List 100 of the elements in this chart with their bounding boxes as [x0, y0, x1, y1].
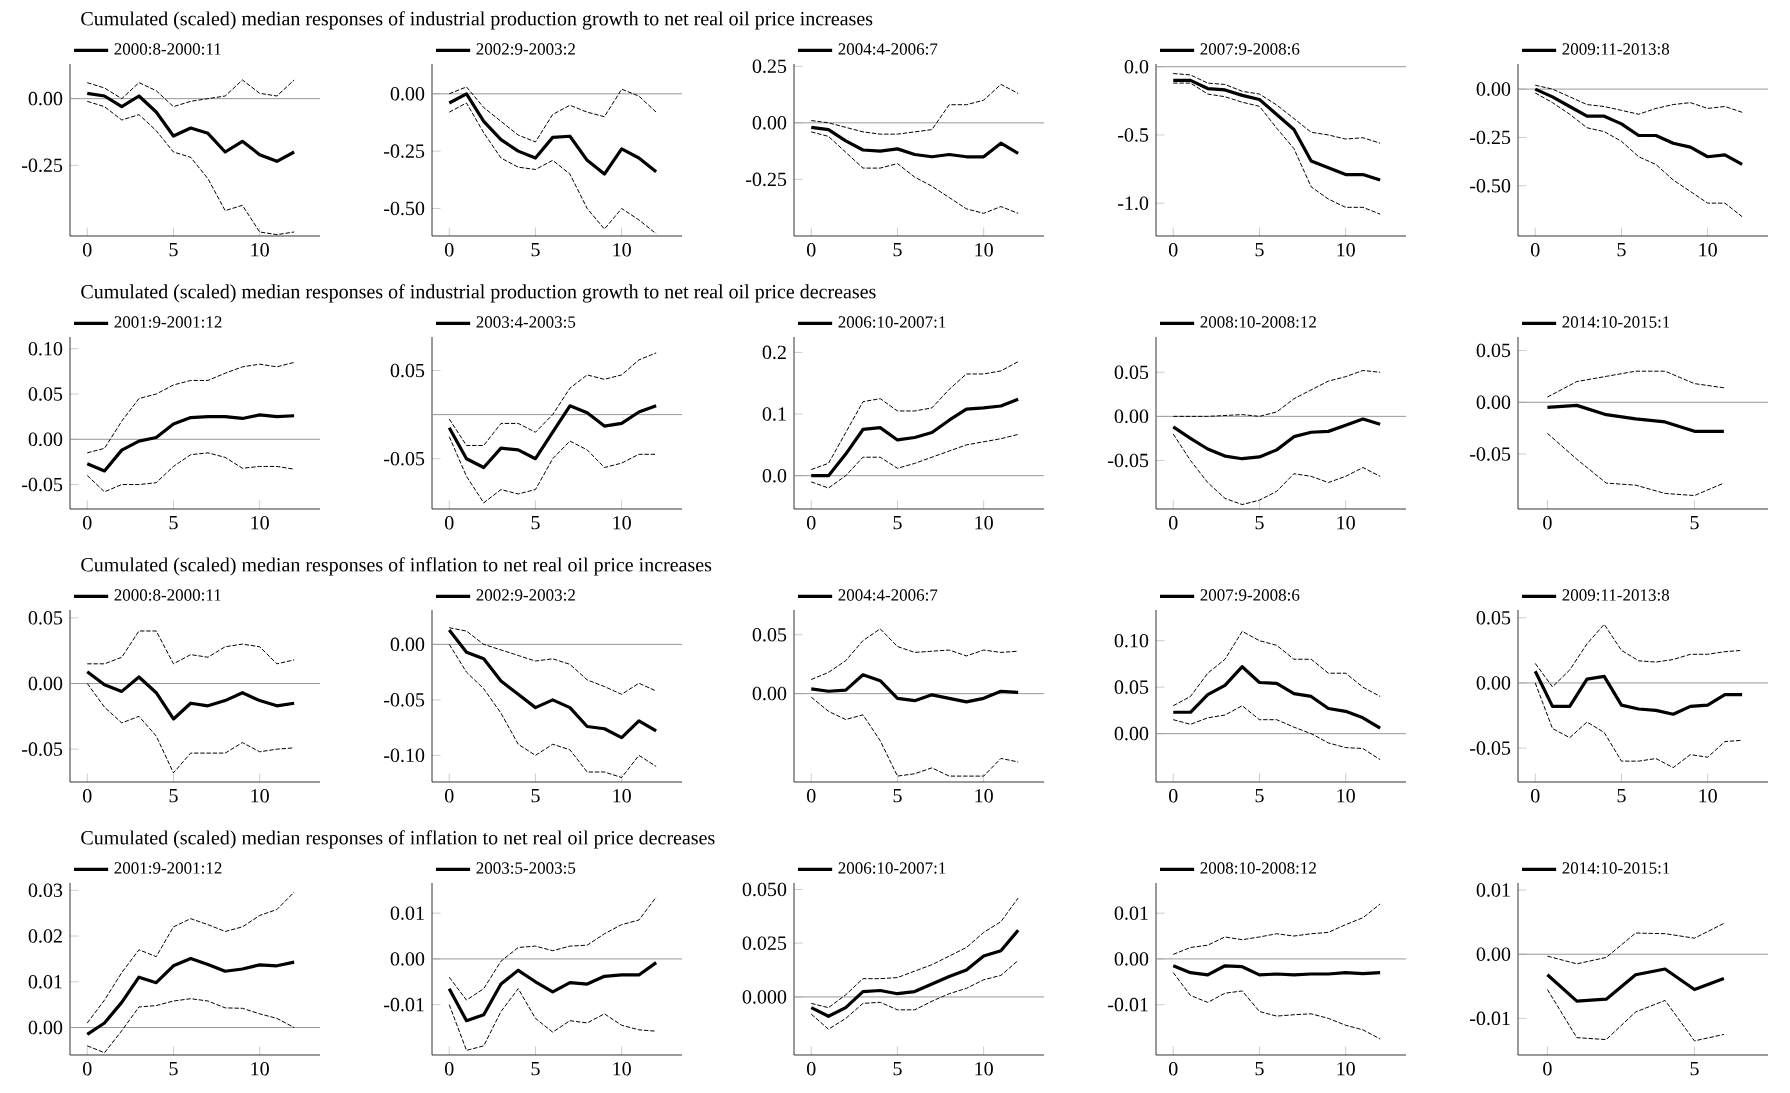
line-series [448, 86, 657, 143]
legend-label: 2009:11-2013:8 [1562, 43, 1670, 55]
y-tick-label: 0.00 [752, 686, 787, 701]
x-tick-label: 0 [445, 789, 454, 803]
legend-label: 2002:9-2003:2 [476, 589, 575, 601]
x-tick-label: 5 [169, 516, 178, 530]
y-tick-label: -0.05 [1470, 741, 1511, 755]
line-series [447, 960, 658, 1023]
y-tick-label: 0.05 [390, 363, 425, 378]
y-tick-label: 0.01 [1114, 906, 1148, 920]
y-tick-label: 0.05 [752, 627, 787, 642]
legend-label: 2009:11-2013:8 [1562, 589, 1670, 601]
y-tick-label: 0.00 [1476, 395, 1511, 410]
legend-label: 2008:10-2008:12 [1200, 862, 1316, 874]
line-series [1534, 92, 1743, 218]
y-tick-label: -0.05 [1108, 453, 1149, 468]
y-tick-label: 0.01 [390, 906, 424, 920]
y-tick-label: 0.05 [1114, 680, 1149, 694]
x-tick-label: 10 [975, 243, 993, 257]
y-tick-label: 0.03 [28, 883, 63, 898]
x-tick-label: 5 [169, 1062, 178, 1076]
line-series [1171, 964, 1382, 977]
line-series [1172, 705, 1381, 761]
y-tick-label: 0.000 [742, 990, 787, 1004]
x-tick-label: 5 [1617, 789, 1626, 803]
x-tick-label: 10 [251, 1062, 269, 1076]
line-series [1534, 623, 1743, 688]
y-tick-label: 0.1 [762, 407, 786, 421]
line-series [1534, 682, 1743, 769]
x-tick-label: 0 [807, 516, 816, 530]
y-tick-label: 0.00 [390, 952, 425, 966]
x-tick-label: 5 [1690, 516, 1699, 530]
x-tick-label: 0 [807, 243, 816, 257]
y-tick-label: -0.25 [746, 172, 787, 187]
line-series [448, 988, 657, 1051]
x-tick-label: 5 [1690, 1062, 1699, 1076]
x-tick-label: 10 [1337, 789, 1355, 803]
line-series [810, 897, 1019, 1009]
x-tick-label: 5 [1255, 516, 1264, 530]
x-tick-label: 10 [1699, 789, 1717, 803]
line-series [809, 397, 1020, 478]
y-tick-label: -0.05 [384, 693, 425, 707]
x-tick-label: 5 [893, 243, 902, 257]
x-tick-label: 5 [169, 789, 178, 803]
legend-label: 2003:5-2003:5 [476, 862, 576, 874]
line-series [1546, 432, 1725, 497]
x-tick-label: 0 [1543, 516, 1552, 530]
x-tick-label: 10 [251, 243, 269, 257]
line-series [1172, 433, 1381, 506]
y-tick-label: -0.01 [1470, 1011, 1510, 1026]
y-tick-label: -0.05 [384, 451, 425, 466]
line-series [448, 643, 657, 779]
y-tick-label: 0.05 [1476, 611, 1511, 625]
legend-label: 2002:9-2003:2 [476, 43, 575, 55]
y-tick-label: 0.00 [1476, 676, 1511, 690]
x-tick-label: 5 [531, 243, 540, 257]
y-tick-label: 0.10 [28, 341, 63, 356]
line-series [810, 959, 1019, 1030]
line-series [448, 352, 657, 446]
y-tick-label: 0.0 [1124, 59, 1149, 74]
x-tick-label: 0 [445, 243, 454, 257]
line-series [86, 452, 295, 493]
x-tick-label: 0 [1169, 789, 1178, 803]
x-tick-label: 10 [613, 1062, 631, 1076]
line-series [86, 891, 295, 1024]
line-series [810, 83, 1019, 135]
y-tick-label: -0.25 [384, 144, 425, 158]
line-series [447, 92, 658, 176]
line-series [85, 670, 296, 721]
y-tick-label: 0.01 [1476, 883, 1510, 897]
y-tick-label: 0.0 [762, 468, 787, 483]
x-tick-label: 5 [893, 789, 902, 803]
y-tick-label: -0.05 [22, 742, 63, 756]
y-tick-label: -0.25 [22, 158, 63, 173]
y-tick-label: 0.050 [742, 882, 787, 897]
y-tick-label: 0.10 [1114, 633, 1149, 648]
x-tick-label: 0 [1169, 1062, 1178, 1076]
x-tick-label: 10 [1337, 1062, 1355, 1076]
y-tick-label: 0.00 [1476, 947, 1511, 962]
x-tick-label: 5 [531, 789, 540, 803]
x-tick-label: 0 [1531, 243, 1540, 257]
x-tick-label: 5 [1255, 243, 1264, 257]
x-tick-label: 5 [531, 1062, 540, 1076]
y-tick-label: -0.50 [1470, 178, 1511, 193]
y-tick-label: 0.00 [1114, 409, 1149, 424]
y-tick-label: 0.00 [752, 116, 787, 130]
text: Cumulated (scaled) median responses of industrial production growth to net real oil price increases [81, 11, 873, 30]
line-series [810, 628, 1019, 680]
x-tick-label: 10 [1337, 243, 1355, 257]
legend-label: 2001:9-2001:12 [114, 316, 222, 328]
line-series [86, 361, 295, 454]
x-tick-label: 0 [1169, 243, 1178, 257]
x-tick-label: 10 [975, 516, 993, 530]
legend-label: 2014:10-2015:1 [1562, 862, 1670, 874]
y-tick-label: 0.00 [1114, 726, 1149, 741]
y-tick-label: -0.5 [1118, 128, 1149, 142]
y-tick-label: 0.05 [28, 611, 63, 625]
line-series [1546, 370, 1725, 398]
legend-label: 2004:4-2006:7 [838, 43, 938, 55]
legend-label: 2007:9-2008:6 [1200, 43, 1300, 55]
